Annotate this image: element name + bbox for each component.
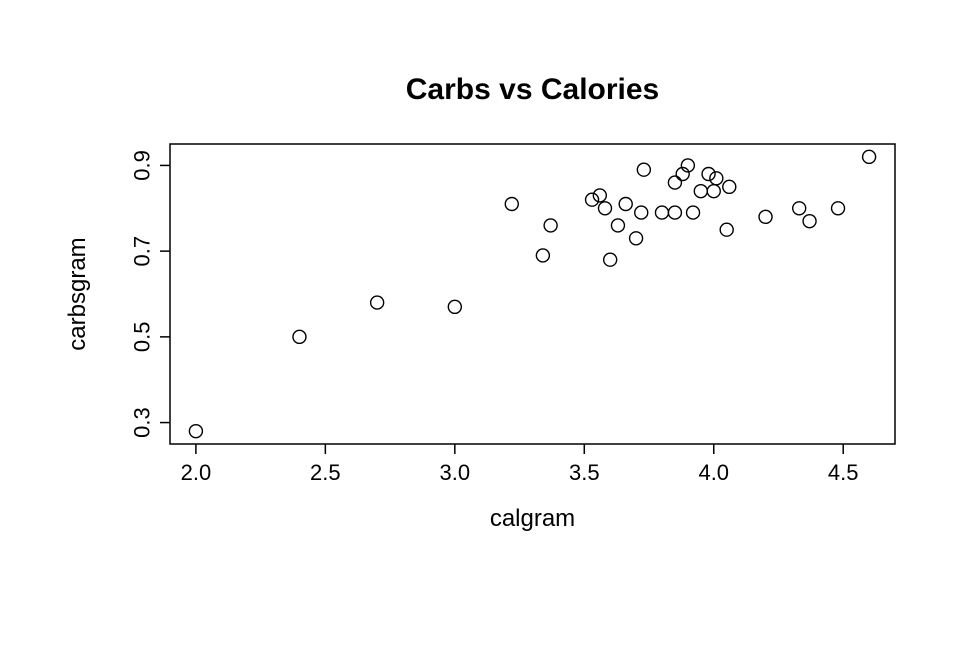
data-point <box>668 206 681 219</box>
data-point <box>619 198 632 211</box>
data-point <box>793 202 806 215</box>
data-point <box>635 206 648 219</box>
data-point <box>687 206 700 219</box>
y-tick-label: 0.5 <box>130 322 155 353</box>
data-point <box>702 168 715 181</box>
data-point <box>448 300 461 313</box>
data-points <box>189 150 875 437</box>
chart-svg: Carbs vs Calories 2.0 2.5 3.0 3.5 4.0 4.5 0.3… <box>0 0 960 672</box>
data-point <box>655 206 668 219</box>
data-point <box>759 210 772 223</box>
x-tick-label: 2.5 <box>310 460 341 485</box>
x-axis-ticks: 2.0 2.5 3.0 3.5 4.0 4.5 <box>181 444 859 485</box>
x-tick-label: 3.0 <box>440 460 471 485</box>
data-point <box>710 172 723 185</box>
data-point <box>189 425 202 438</box>
data-point <box>694 185 707 198</box>
data-point <box>863 150 876 163</box>
data-point <box>544 219 557 232</box>
data-point <box>723 180 736 193</box>
y-axis-label: carbsgram <box>64 237 91 350</box>
data-point <box>604 253 617 266</box>
data-point <box>832 202 845 215</box>
data-point <box>599 202 612 215</box>
y-tick-label: 0.3 <box>130 407 155 438</box>
x-tick-label: 2.0 <box>181 460 212 485</box>
x-tick-label: 4.0 <box>698 460 729 485</box>
chart-title: Carbs vs Calories <box>406 73 659 106</box>
data-point <box>371 296 384 309</box>
plot-box <box>170 144 895 444</box>
y-axis-ticks: 0.3 0.5 0.7 0.9 <box>130 150 170 438</box>
x-tick-label: 3.5 <box>569 460 600 485</box>
data-point <box>707 185 720 198</box>
data-point <box>593 189 606 202</box>
data-point <box>630 232 643 245</box>
y-tick-label: 0.9 <box>130 150 155 181</box>
y-tick-label: 0.7 <box>130 236 155 267</box>
x-axis-label: calgram <box>490 505 575 532</box>
data-point <box>668 176 681 189</box>
data-point <box>803 215 816 228</box>
data-point <box>536 249 549 262</box>
data-point <box>720 223 733 236</box>
data-point <box>611 219 624 232</box>
scatter-chart: Carbs vs Calories 2.0 2.5 3.0 3.5 4.0 4.5 0.3… <box>0 0 960 672</box>
data-point <box>586 193 599 206</box>
x-tick-label: 4.5 <box>828 460 859 485</box>
data-point <box>505 198 518 211</box>
data-point <box>293 330 306 343</box>
data-point <box>637 163 650 176</box>
